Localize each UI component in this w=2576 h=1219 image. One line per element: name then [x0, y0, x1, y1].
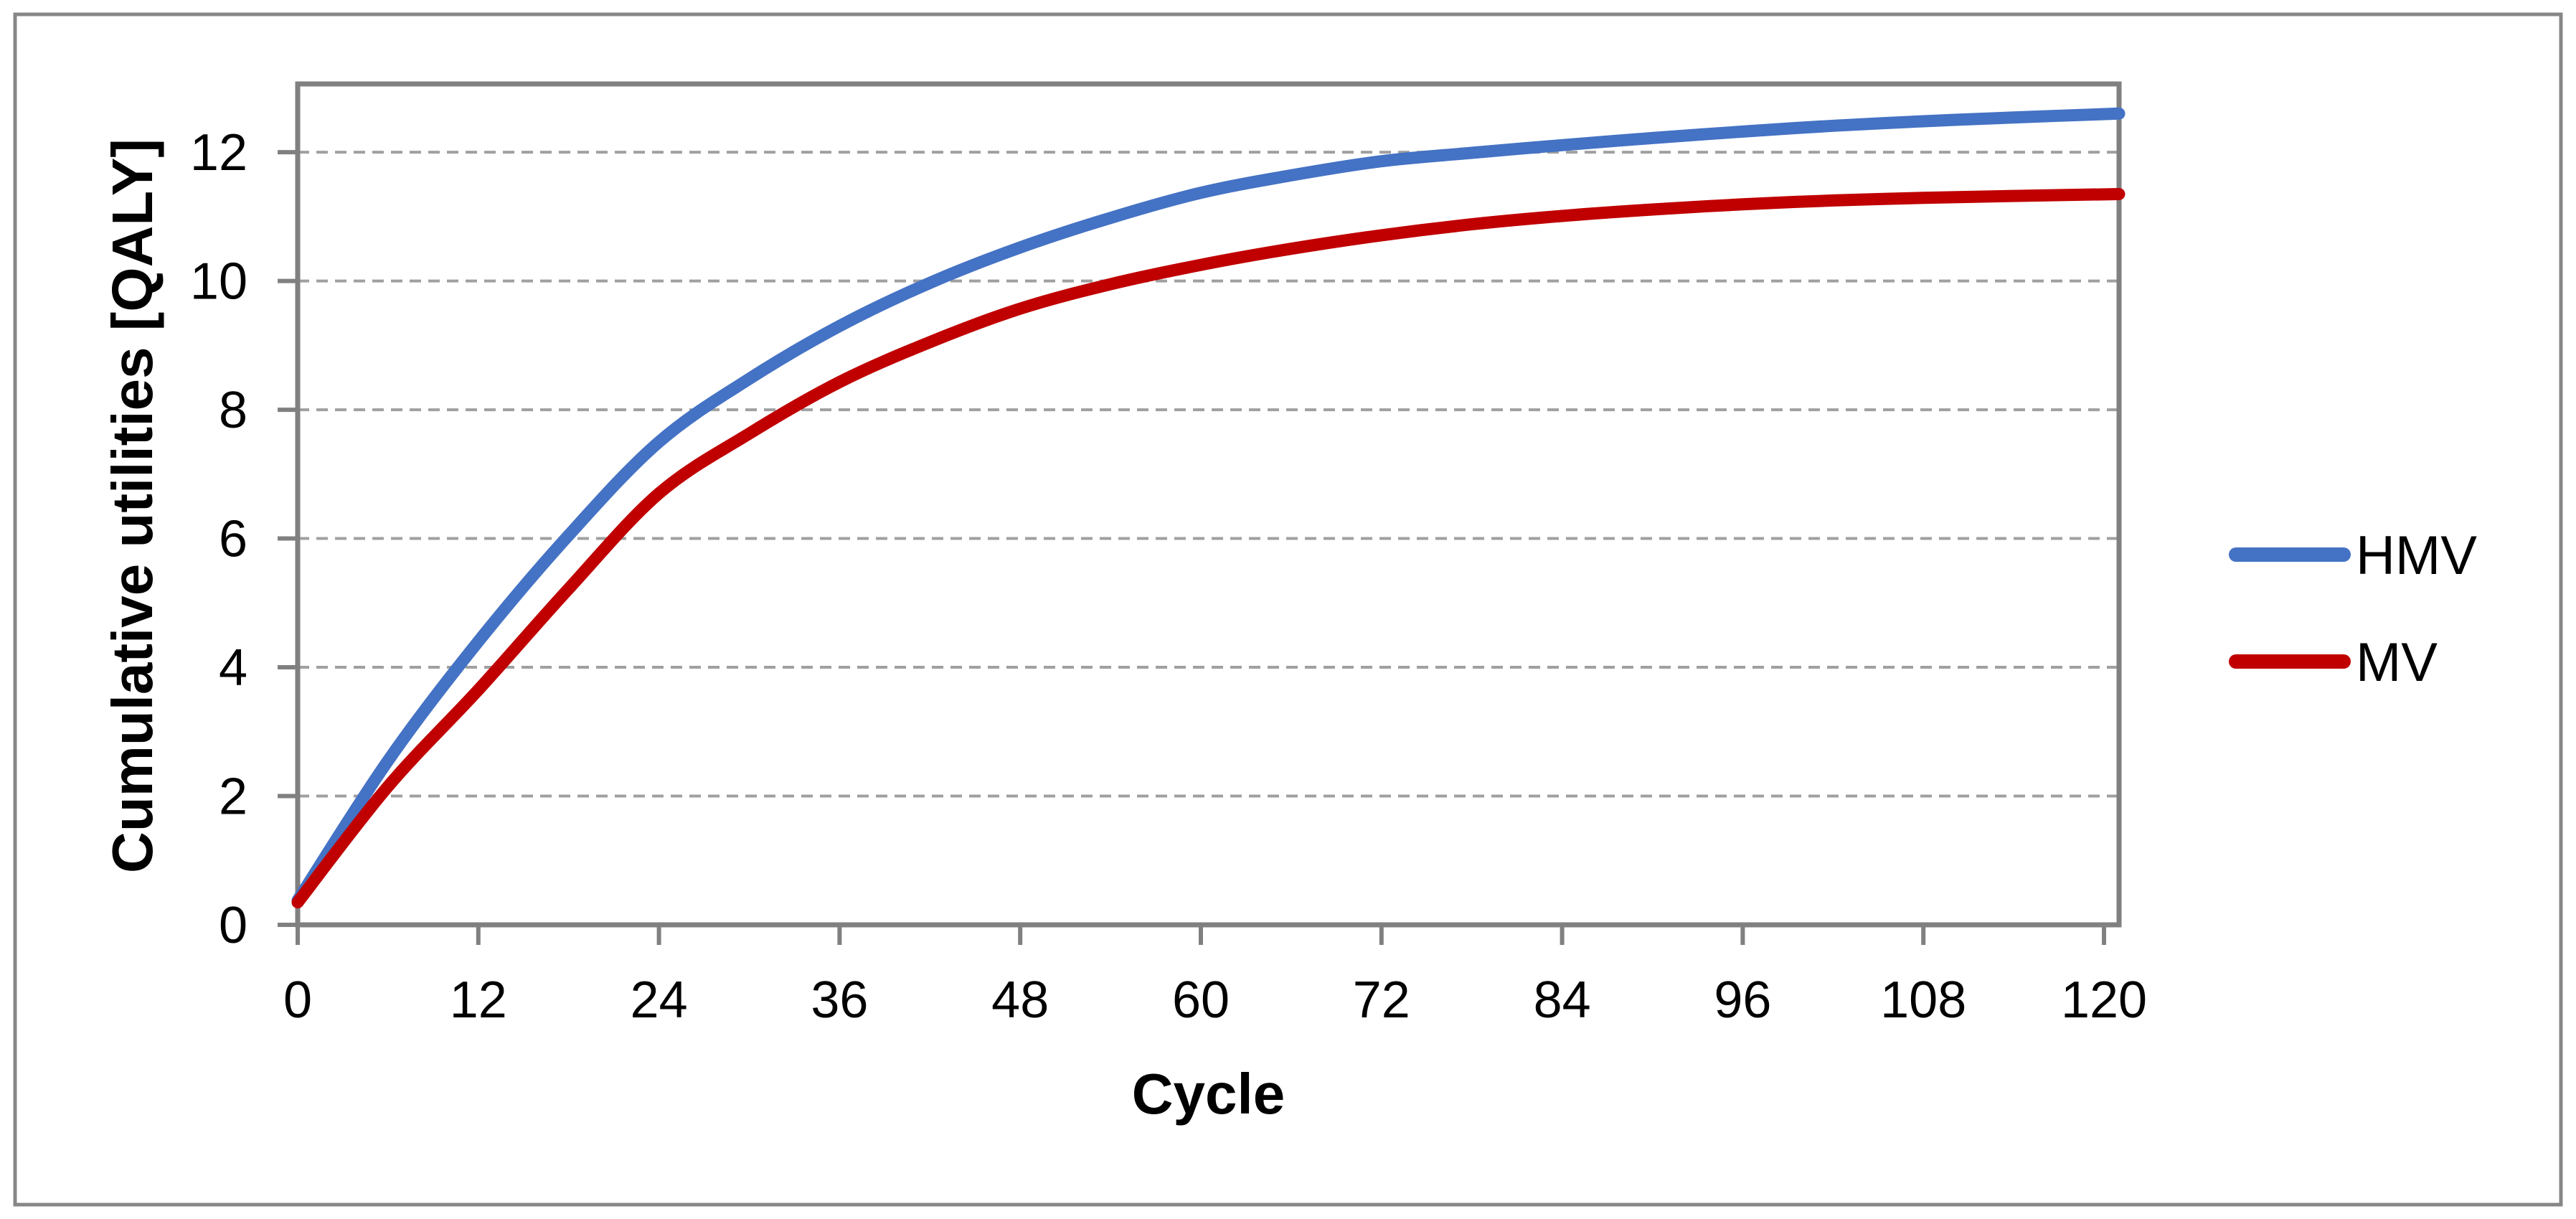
x-tick-label: 72: [1353, 971, 1410, 1029]
y-tick-label: 8: [219, 382, 247, 439]
x-tick-label: 24: [631, 971, 688, 1029]
y-tick-label: 10: [190, 253, 247, 311]
y-axis-title: Cumulative utilities [QALY]: [100, 138, 164, 873]
y-tick-label: 2: [219, 768, 247, 826]
series-line-MV: [291, 188, 2126, 909]
y-tick-label: 0: [219, 897, 247, 954]
legend-label-MV: MV: [2356, 632, 2438, 693]
y-tick-label: 12: [190, 124, 247, 182]
x-tick-label: 48: [991, 971, 1049, 1029]
x-tick-label: 12: [450, 971, 507, 1029]
series-line-HMV: [291, 107, 2126, 907]
x-tick-label: 96: [1714, 971, 1771, 1029]
x-axis-title: Cycle: [1132, 1062, 1285, 1126]
legend-label-HMV: HMV: [2356, 525, 2477, 586]
y-tick-label: 4: [219, 639, 247, 697]
x-tick-label: 108: [1880, 971, 1966, 1029]
figure-border: [13, 12, 2563, 1207]
plot-border: [295, 81, 2122, 928]
x-tick-label: 84: [1534, 971, 1591, 1029]
x-tick-label: 60: [1172, 971, 1230, 1029]
x-tick-label: 0: [283, 971, 312, 1029]
x-tick-label: 120: [2061, 971, 2147, 1029]
x-tick-label: 36: [811, 971, 868, 1029]
y-tick-label: 6: [219, 511, 247, 568]
